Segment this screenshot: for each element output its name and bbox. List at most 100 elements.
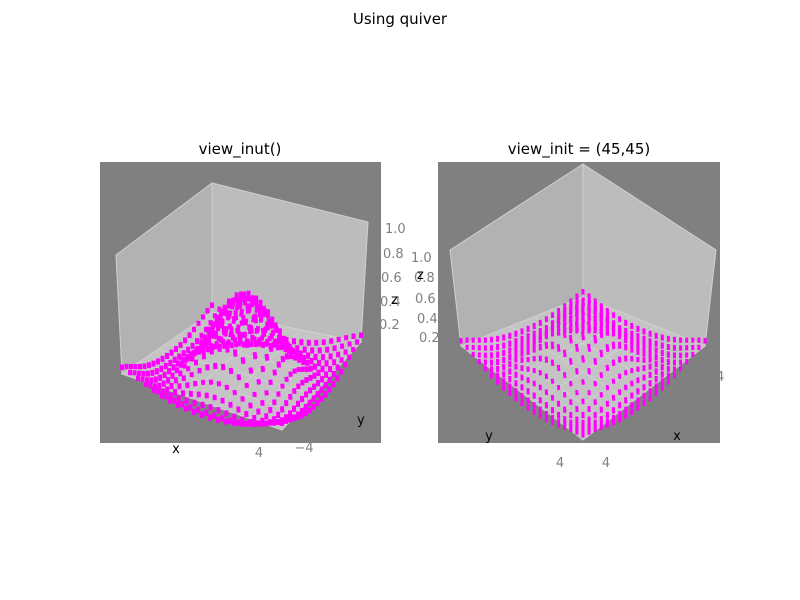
quiver-arrow [599,329,604,339]
left-ztick-label: 0.4 [380,295,401,310]
quiver-arrow [226,298,232,309]
right-ztick-label: 1.0 [411,251,432,266]
quiver-arrow [605,364,610,372]
quiver-arrow [587,321,592,332]
quiver-arrow [260,365,266,373]
quiver-arrow [232,349,238,357]
quiver-arrow [264,353,270,361]
quiver-arrow [599,349,604,358]
quiver-arrow [216,335,221,342]
quiver-arrow [280,355,286,363]
quiver-arrow [276,361,282,368]
floor-gridline [509,316,632,384]
quiver-arrow [272,338,278,347]
quiver-arrow [611,359,616,366]
quiver-arrow [550,359,555,366]
quiver-arrow [581,379,585,385]
quiver-arrow [253,313,258,324]
left-z-ticks: 1.0 0.8 0.6 0.4 0.2 [379,222,406,333]
right-quiver-arrows [459,288,707,438]
left-ztick-label: 0.8 [383,247,404,262]
quiver-arrow [568,334,573,344]
left-xlabel: x [172,442,180,457]
right-axes-title: view_init = (45,45) [508,140,651,159]
quiver-arrow [568,315,573,326]
quiver-arrow [593,357,598,365]
floor-gridline [139,361,298,413]
left-ytick-label: −4 [294,441,313,456]
quiver-arrow [240,332,245,338]
right-z-ticks: 1.0 0.8 0.6 0.4 0.2 [411,251,440,346]
quiver-arrow [272,369,277,376]
right-ztick-label: 0.4 [417,312,438,327]
floor-gridline [185,323,272,397]
quiver-arrow [562,349,567,358]
left-ztick-label: 0.6 [381,271,402,286]
quiver-arrow [569,380,573,387]
right-axes: view_init = (45,45) 1.0 0.8 0.6 0.4 0.2 … [411,140,724,471]
quiver-arrow [255,325,261,333]
quiver-arrow [252,351,258,360]
quiver-arrow [599,372,604,379]
quiver-arrow [236,374,242,381]
figure-suptitle: Using quiver [353,10,448,28]
floor-gridline [534,316,657,384]
quiver-arrow [593,334,598,344]
quiver-arrow [556,364,561,372]
quiver-arrow [229,326,234,336]
floor-gridline [157,348,314,396]
right-ztick-label: 0.8 [414,271,435,286]
quiver-arrow [556,344,561,352]
quiver-arrow [265,321,270,331]
quiver-arrow [256,338,262,347]
quiver-arrow [235,324,241,331]
quiver-arrow [228,367,234,375]
quiver-arrow [568,357,573,365]
quiver-arrow [581,355,585,363]
left-ztick-label: 0.2 [379,318,400,333]
quiver-arrow [581,321,585,328]
left-quiver-arrows [120,290,363,428]
quiver-arrow [223,325,229,333]
quiver-arrow [225,344,230,353]
left-axes-title: view_inut() [199,140,282,159]
left-axes: view_inut() 1.0 0.8 0.6 0.4 0.2 z x y 4 … [100,140,406,461]
left-ylabel: y [357,413,365,428]
quiver-arrow [240,356,246,365]
right-xlabel: x [673,429,681,444]
quiver-arrow [241,315,247,325]
quiver-arrow [562,372,567,379]
quiver-arrow [574,343,579,352]
quiver-arrow [268,379,273,386]
right-xtick-label: 4 [602,456,610,471]
quiver-arrow [605,344,610,352]
right-ytick-label: 4 [556,456,564,471]
right-ztick-label: 0.2 [419,331,440,346]
quiver-arrow [245,303,251,314]
quiver-arrow [257,306,263,318]
right-ztick-label: 0.6 [415,292,436,307]
right-edge-tick-label: 4 [716,370,724,385]
quiver-arrow [256,378,261,385]
quiver-arrow [587,343,592,352]
quiver-arrow [581,311,585,323]
left-zlabel: z [391,293,398,308]
left-xtick-label: 4 [255,446,263,461]
quiver-arrow [562,329,567,339]
right-ylabel: y [485,429,493,444]
quiver-arrow [587,368,591,375]
quiver-arrow [248,367,254,374]
quiver-arrow [244,339,250,349]
quiver-arrow [236,330,242,340]
quiver-arrow [248,324,254,335]
right-zlabel: z [417,268,424,283]
quiver-arrow [574,321,579,332]
quiver-arrow [593,380,597,387]
quiver-arrow [593,315,598,326]
quiver-arrow [575,368,579,375]
left-ztick-label: 1.0 [385,222,406,237]
quiver-arrow [581,331,585,341]
quiver-arrow [233,310,239,321]
quiver-arrow [260,327,266,337]
